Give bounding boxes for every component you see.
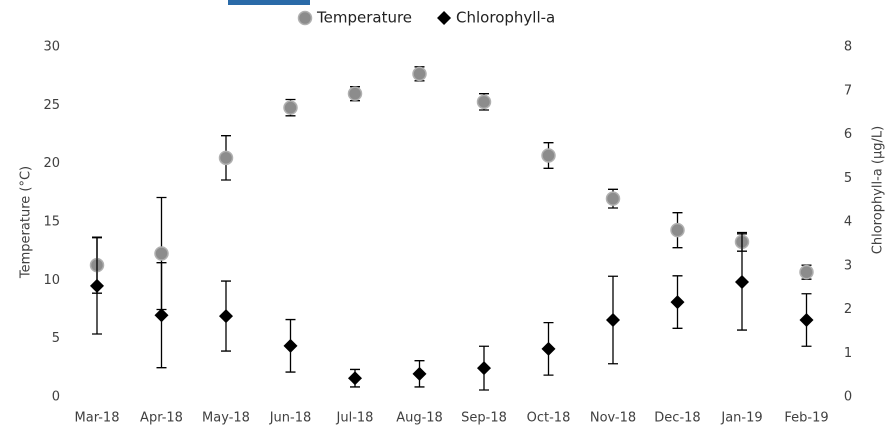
data-point [606, 313, 620, 327]
data-point [670, 295, 685, 310]
data-point [347, 86, 363, 101]
y2-tick-label: 7 [844, 83, 852, 98]
data-point [541, 148, 556, 163]
x-tick-label: Aug-18 [396, 411, 443, 426]
data-point [154, 308, 169, 323]
y-tick-label: 30 [43, 40, 60, 55]
y-tick-label: 10 [43, 273, 60, 288]
y2-tick-label: 1 [844, 346, 852, 361]
y2-tick-label: 6 [844, 127, 852, 142]
legend-label: Chlorophyll-a [456, 9, 555, 27]
y-tick-label: 0 [52, 390, 60, 405]
y-tick-label: 25 [43, 98, 60, 113]
data-point [348, 371, 362, 386]
y-tick-label: 5 [52, 331, 60, 346]
x-tick-label: Mar-18 [75, 411, 120, 426]
y2-tick-label: 3 [844, 258, 852, 273]
y2-tick-label: 5 [844, 171, 852, 186]
x-tick-label: Nov-18 [590, 411, 636, 426]
y2-tick-label: 2 [844, 302, 852, 317]
data-point [412, 366, 427, 381]
data-point [799, 313, 814, 327]
data-point [437, 11, 452, 25]
data-point [90, 278, 104, 293]
x-tick-label: Feb-19 [784, 411, 828, 426]
legend-label: Temperature [316, 9, 412, 27]
x-tick-label: Apr-18 [140, 411, 183, 426]
y2-tick-label: 0 [844, 390, 852, 405]
data-point [476, 94, 492, 110]
x-tick-label: Oct-18 [527, 411, 571, 426]
data-point [218, 150, 234, 166]
x-tick-label: May-18 [202, 411, 250, 426]
data-point [477, 361, 491, 376]
y2-axis-title: Chlorophyll-a (µg/L) [871, 126, 886, 254]
x-tick-label: Jan-19 [720, 411, 762, 426]
y-axis-title: Temperature (°C) [19, 166, 34, 279]
y2-tick-label: 8 [844, 40, 852, 55]
data-point [219, 309, 233, 324]
data-point [297, 10, 313, 26]
data-point [541, 341, 556, 356]
data-point [283, 100, 298, 115]
x-tick-label: Sep-18 [461, 411, 507, 426]
data-point [283, 338, 298, 353]
x-tick-label: Jun-18 [269, 411, 312, 426]
y-tick-label: 15 [43, 215, 60, 230]
data-point [154, 246, 169, 261]
x-tick-label: Dec-18 [654, 411, 700, 426]
x-tick-label: Jul-18 [336, 411, 374, 426]
data-point [412, 66, 427, 82]
data-point [605, 191, 621, 206]
data-point [735, 274, 749, 289]
cropped-image [228, 0, 310, 5]
data-point [670, 222, 685, 238]
y-tick-label: 20 [43, 156, 60, 171]
data-point [799, 264, 814, 280]
y2-tick-label: 4 [844, 215, 852, 230]
